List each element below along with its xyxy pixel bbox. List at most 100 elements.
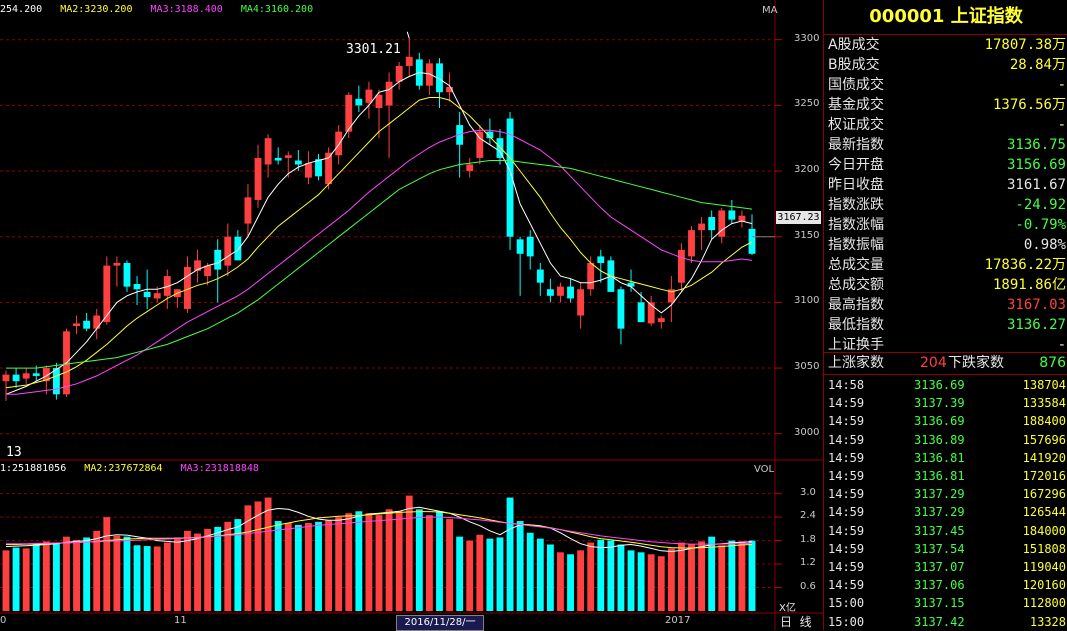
volume-bar xyxy=(254,501,262,611)
volume-bar xyxy=(456,536,464,611)
stock-title: 000001 上证指数 xyxy=(824,0,1067,35)
day-line-tabs[interactable]: 日 线 xyxy=(780,614,822,630)
volume-bar xyxy=(688,544,695,611)
candle-body xyxy=(728,210,736,220)
tick-price: 3137.29 xyxy=(914,505,965,520)
quote-row: 国债成交 - xyxy=(824,75,1067,95)
quote-row: 指数涨跌 -24.92 xyxy=(824,195,1067,215)
tab-day[interactable]: 日 xyxy=(780,615,793,629)
up-count-label: 上涨家数 xyxy=(828,355,884,371)
volume-bar xyxy=(305,522,312,611)
quote-row-value: 17807.38万 xyxy=(984,37,1066,53)
quote-row-label: 指数振幅 xyxy=(828,237,884,253)
quote-row-label: 总成交量 xyxy=(828,257,884,273)
candle-body xyxy=(305,163,312,178)
ma2-line xyxy=(5,97,753,389)
candle-body xyxy=(577,289,585,316)
candle-body xyxy=(153,293,161,299)
volume-bar xyxy=(617,544,625,611)
volume-bar xyxy=(163,542,171,611)
ma-legend: 254.200 MA2:3230.200 MA3:3188.400 MA4:31… xyxy=(0,4,313,15)
candle-body xyxy=(73,323,80,327)
volume-bar xyxy=(587,542,595,611)
vol-unit-label: X亿 xyxy=(779,603,796,614)
volume-bar xyxy=(708,536,716,611)
tick-price: 3137.07 xyxy=(914,560,965,574)
volume-bar xyxy=(143,546,151,611)
tick-row: 14:59 3137.06 120160 xyxy=(824,576,1067,594)
tick-vol: 120160 xyxy=(1022,578,1066,593)
tab-line[interactable]: 线 xyxy=(799,615,812,629)
volume-bar xyxy=(567,554,574,611)
vol-ma3-legend: MA3:231818848 xyxy=(180,463,259,474)
tick-row: 15:00 3137.15 112800 xyxy=(824,594,1067,612)
candle-body xyxy=(42,368,50,382)
quote-row-value: 28.84万 xyxy=(1009,57,1066,73)
volume-bar xyxy=(405,495,413,611)
tick-time: 14:59 xyxy=(828,578,865,593)
volume-bar xyxy=(204,528,212,611)
cursor-date-box: 2016/11/28/一 xyxy=(396,615,484,631)
quote-row-value: - xyxy=(1057,117,1066,133)
candle-body xyxy=(667,289,675,303)
tick-time: 15:00 xyxy=(828,614,865,629)
quote-row-label: 基金成交 xyxy=(828,97,884,113)
volume-bar xyxy=(315,521,322,611)
ma4-line xyxy=(6,160,753,369)
tick-time: 14:59 xyxy=(828,432,865,447)
candlestick-chart[interactable] xyxy=(0,0,823,630)
quote-row-value: 3156.69 xyxy=(1006,157,1066,173)
vol-tick-label: 2.4 xyxy=(800,510,816,522)
tick-time: 14:59 xyxy=(828,396,865,411)
candle-body xyxy=(234,236,242,261)
quote-row-value: 0.98% xyxy=(1023,237,1066,253)
candle-body xyxy=(698,223,706,231)
quote-row-value: -0.79% xyxy=(1015,217,1066,233)
tick-row: 14:59 3136.81 172016 xyxy=(824,467,1067,485)
candle-body xyxy=(264,138,272,165)
quote-row-value: 3136.27 xyxy=(1006,317,1066,333)
volume-bar xyxy=(12,547,20,611)
vol-legend: 1:251881056 MA2:237672864 MA3:231818848 xyxy=(0,463,259,474)
candle-body xyxy=(567,286,574,299)
candle-body xyxy=(546,289,554,296)
volume-bar xyxy=(365,513,373,611)
tick-vol: 119040 xyxy=(1022,560,1066,574)
candle-body xyxy=(2,374,10,382)
volume-bar xyxy=(436,511,443,611)
volume-bar xyxy=(153,546,161,611)
price-tick-label: 3100 xyxy=(794,295,820,307)
vol-ma1-line xyxy=(5,506,753,553)
volume-bar xyxy=(93,530,101,611)
candle-body xyxy=(436,63,443,93)
quote-row-label: 上证换手 xyxy=(828,337,884,353)
volume-bar xyxy=(173,537,181,611)
candle-body xyxy=(244,197,252,224)
volume-bar xyxy=(345,513,353,611)
volume-bar xyxy=(224,521,232,611)
candle-body xyxy=(587,262,595,290)
candle-body xyxy=(708,217,716,231)
quote-row: 今日开盘 3156.69 xyxy=(824,155,1067,175)
vol-ma2-legend: MA2:237672864 xyxy=(84,463,163,474)
tick-price: 3136.81 xyxy=(914,450,965,465)
price-tick-label: 3250 xyxy=(794,98,820,110)
volume-bar xyxy=(536,538,544,611)
tick-price: 3137.15 xyxy=(914,596,965,611)
price-tick-label: 3300 xyxy=(794,32,820,44)
tick-price: 3136.81 xyxy=(914,469,965,483)
high-price-label: 3301.21 xyxy=(346,42,401,57)
volume-bar xyxy=(597,539,605,611)
quote-row-value: 3136.75 xyxy=(1006,137,1066,153)
volume-bar xyxy=(335,517,343,611)
quote-row-label: B股成交 xyxy=(828,57,880,73)
volume-bar xyxy=(325,520,333,611)
candle-body xyxy=(325,152,333,185)
quote-row-label: A股成交 xyxy=(828,37,880,53)
candle-body xyxy=(385,81,393,106)
candle-body xyxy=(748,228,756,254)
quote-row: B股成交 28.84万 xyxy=(824,55,1067,75)
kline-chart-area[interactable]: 254.200 MA2:3230.200 MA3:3188.400 MA4:31… xyxy=(0,0,823,631)
volume-bar xyxy=(2,550,10,611)
tick-vol: 151808 xyxy=(1022,541,1066,556)
